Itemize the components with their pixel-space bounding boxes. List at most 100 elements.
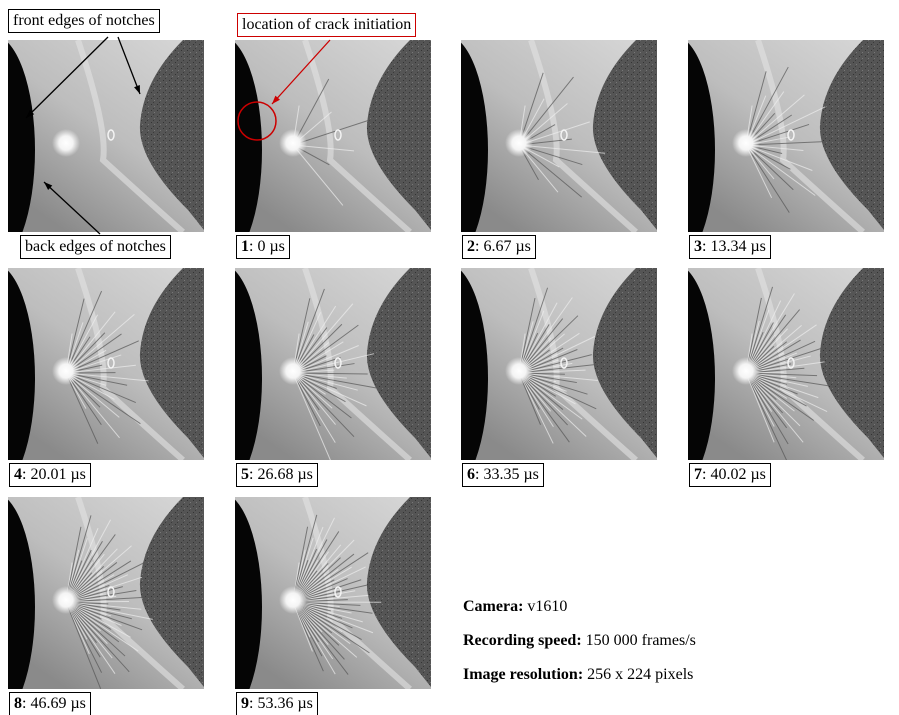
arrow: [117, 36, 141, 95]
crack: [65, 601, 103, 673]
right-notch: [366, 40, 431, 230]
crack: [292, 601, 374, 634]
crack: [745, 372, 829, 387]
info-label: Recording speed:: [463, 632, 582, 649]
reflection: [560, 129, 568, 141]
frame-image: [688, 268, 884, 460]
arrow: [43, 181, 101, 235]
light-spot: [732, 357, 760, 385]
frame-image: [461, 40, 657, 232]
crack: [745, 372, 801, 427]
crack: [65, 372, 99, 444]
frame-time: : 53.36 µs: [249, 695, 313, 712]
annotation: front edges of notches: [8, 9, 160, 33]
frame-image: [235, 268, 431, 460]
left-notch: [688, 42, 715, 232]
light-spot: [52, 357, 80, 385]
left-notch: [8, 270, 35, 460]
reflection: [334, 586, 342, 598]
crack: [292, 372, 380, 389]
frame-time: : 33.35 µs: [475, 466, 539, 483]
frame-time: : 46.69 µs: [22, 695, 86, 712]
reflection: [787, 357, 795, 369]
crack: [518, 372, 554, 444]
crack: [745, 372, 828, 412]
light-spot: [505, 357, 533, 385]
frame-time: : 6.67 µs: [475, 238, 531, 255]
frame-image: [235, 497, 431, 689]
notch-edge: [528, 40, 638, 232]
crack: [292, 372, 355, 438]
crack: [65, 601, 130, 673]
crack: [292, 144, 344, 206]
crack: [745, 372, 815, 421]
right-notch: [139, 268, 204, 458]
left-notch: [461, 270, 488, 460]
light-spot: [279, 586, 307, 614]
frame-label: 8: 46.69 µs: [9, 692, 91, 715]
crack: [65, 601, 116, 674]
right-notch: [819, 268, 884, 458]
frame-time: : 26.68 µs: [249, 466, 313, 483]
camera-info: Camera: v1610: [463, 598, 567, 616]
crack: [65, 601, 139, 652]
frame-label: 5: 26.68 µs: [236, 463, 318, 487]
crack: [518, 372, 583, 420]
light-spot: [732, 129, 760, 157]
crack: [292, 601, 362, 640]
crack: [65, 561, 146, 603]
crack: [65, 372, 120, 439]
right-notch: [366, 268, 431, 458]
arrow: [271, 39, 331, 105]
left-notch: [8, 499, 35, 689]
reflection: [560, 357, 568, 369]
frame-image: [8, 40, 204, 232]
frame-label: 3: 13.34 µs: [689, 235, 771, 259]
crack: [292, 601, 336, 675]
left-notch: [235, 499, 262, 689]
crack: [65, 601, 143, 631]
light-spot: [279, 357, 307, 385]
info-value: v1610: [527, 598, 568, 615]
frame-label: 7: 40.02 µs: [689, 463, 771, 487]
arrow-head: [26, 109, 35, 118]
crack: [65, 601, 153, 620]
annotation: location of crack initiation: [237, 13, 417, 37]
arrow: [25, 36, 109, 119]
notch-edge: [75, 497, 185, 689]
frame-image: [8, 268, 204, 460]
crack: [745, 372, 789, 445]
notch-edge: [302, 40, 412, 232]
frame-image: [688, 40, 884, 232]
frame-image: [8, 497, 204, 689]
crack: [745, 372, 804, 443]
frame-label: 2: 6.67 µs: [462, 235, 536, 259]
camera-info: Image resolution: 256 x 224 pixels: [463, 666, 693, 684]
crack: [65, 601, 102, 689]
crack: [65, 601, 126, 657]
frame-time: : 13.34 µs: [702, 238, 766, 255]
info-value: 150 000 frames/s: [585, 632, 696, 649]
light-spot: [52, 586, 80, 614]
frame-number: 5: [241, 466, 249, 483]
arrow-head: [272, 95, 280, 104]
frame-label: 4: 20.01 µs: [9, 463, 91, 487]
frame-label: 6: 33.35 µs: [462, 463, 544, 487]
frame-time: : 0 µs: [249, 238, 285, 255]
left-notch: [8, 42, 35, 232]
crack: [745, 372, 788, 460]
left-notch: [461, 42, 488, 232]
crack: [518, 372, 570, 443]
crack: [292, 601, 349, 675]
notch-edge: [75, 268, 185, 460]
right-notch: [592, 40, 657, 230]
crack: [745, 144, 816, 196]
notch-edge: [755, 40, 865, 232]
frame-number: 2: [467, 238, 475, 255]
info-label: Image resolution:: [463, 666, 584, 683]
reflection: [107, 357, 115, 369]
right-notch: [366, 497, 431, 687]
arrow-head: [44, 182, 53, 191]
